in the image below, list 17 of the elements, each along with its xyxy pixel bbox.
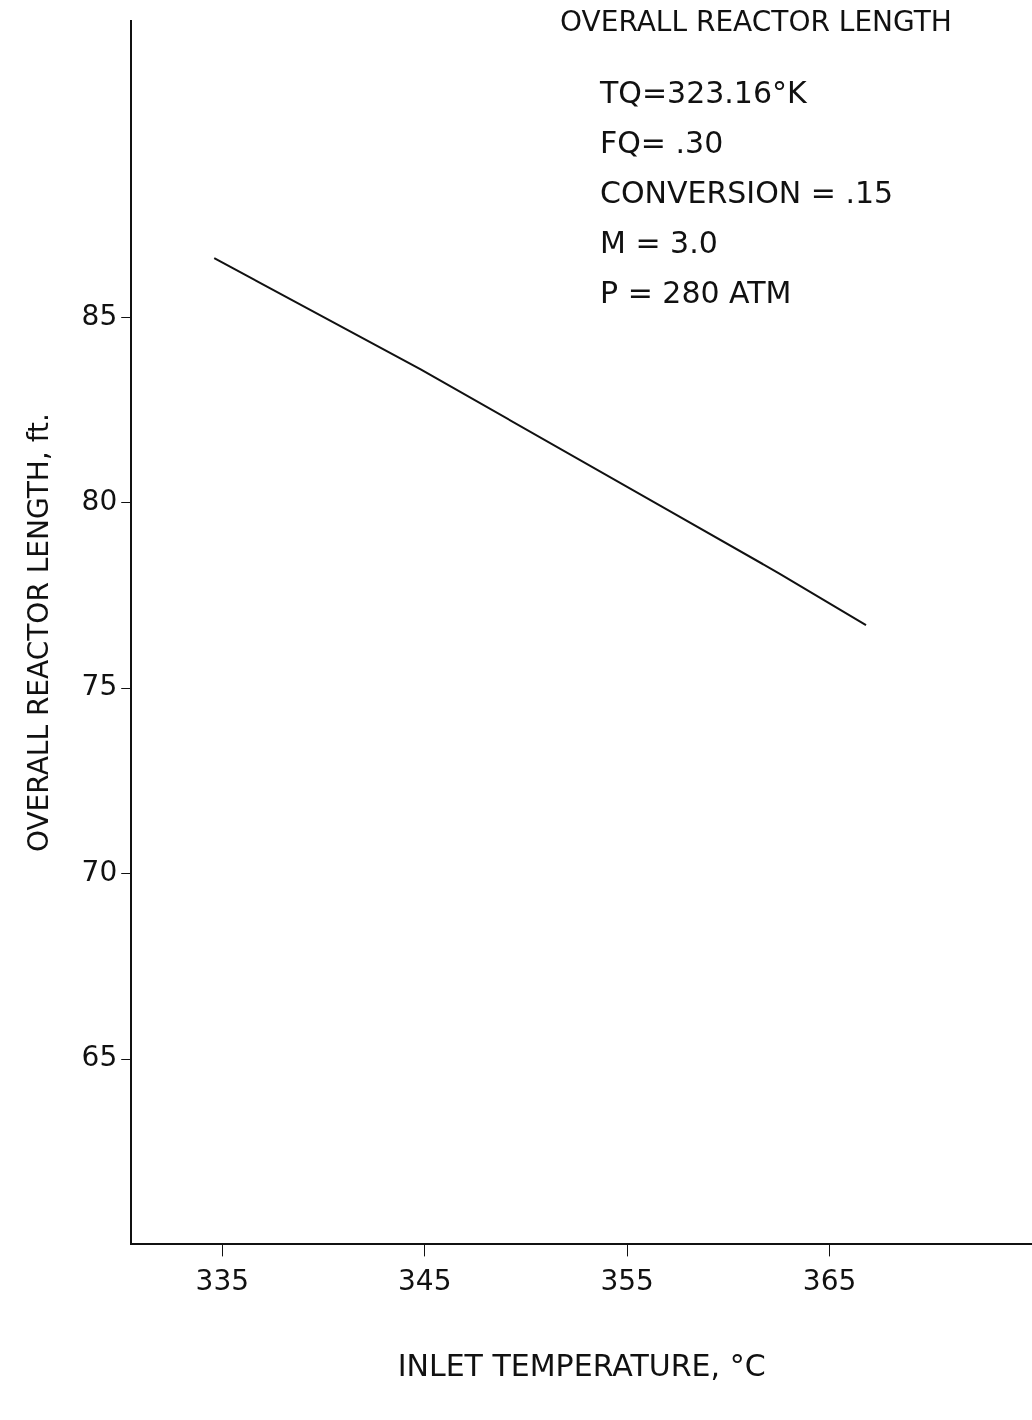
y-tick-label: 80 <box>81 484 118 518</box>
annotation: CONVERSION = .15 <box>600 174 894 210</box>
y-axis-title: OVERALL REACTOR LENGTH, ft. <box>22 413 56 853</box>
x-tick-label: 355 <box>600 1264 654 1298</box>
y-tick-label: 85 <box>81 298 118 332</box>
x-axis-title: INLET TEMPERATURE, °C <box>397 1347 766 1383</box>
chart-title: OVERALL REACTOR LENGTH <box>560 5 952 39</box>
x-tick-label: 335 <box>195 1264 250 1298</box>
y-tick-label: 65 <box>81 1040 118 1074</box>
annotation: TQ=323.16°K <box>599 74 809 110</box>
annotation: P = 280 ATM <box>600 274 792 310</box>
y-tick-label: 70 <box>81 854 118 888</box>
annotation: M = 3.0 <box>600 224 718 260</box>
x-tick-label: 345 <box>398 1264 452 1298</box>
annotation: FQ= .30 <box>600 124 724 160</box>
x-tick-label: 365 <box>802 1264 857 1298</box>
y-tick-label: 75 <box>81 669 118 703</box>
